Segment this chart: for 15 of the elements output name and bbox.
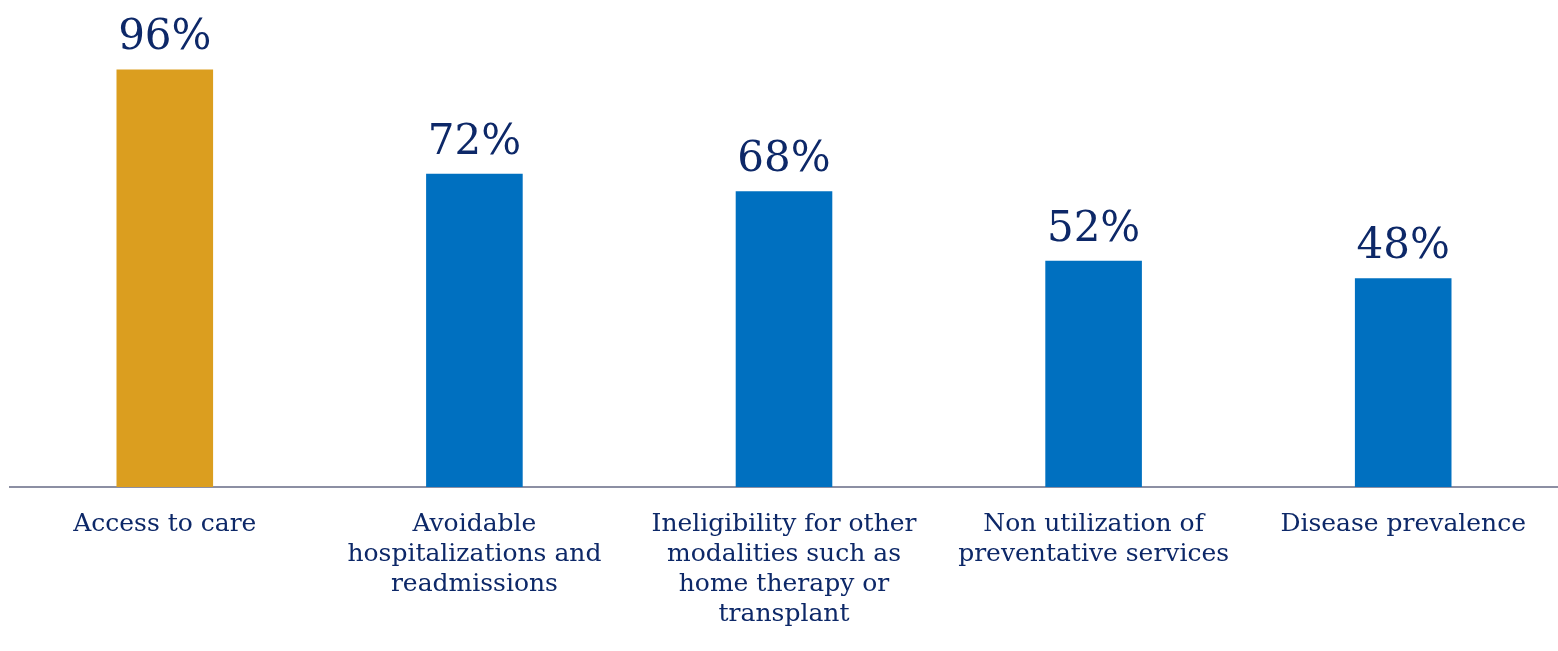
data-label: 72%: [427, 114, 522, 164]
x-tick-label: Disease prevalence: [1280, 507, 1526, 537]
data-label: 48%: [1356, 219, 1450, 269]
data-label: 68%: [737, 132, 831, 182]
bar: [116, 69, 214, 487]
x-tick-label: Avoidable hospitalizations and readmissions: [347, 507, 602, 597]
x-tick-label: Access to care: [72, 507, 257, 537]
bar: [426, 173, 523, 487]
x-tick-label: Ineligibility for other modalities such as home therapy or transplant: [651, 507, 917, 627]
data-label: 52%: [1046, 201, 1141, 251]
bar: [1354, 278, 1452, 487]
bar: [1045, 260, 1142, 487]
bar: [735, 191, 833, 487]
data-label: 96%: [118, 10, 212, 60]
x-tick-label: Non utilization of preventative services: [958, 507, 1230, 567]
